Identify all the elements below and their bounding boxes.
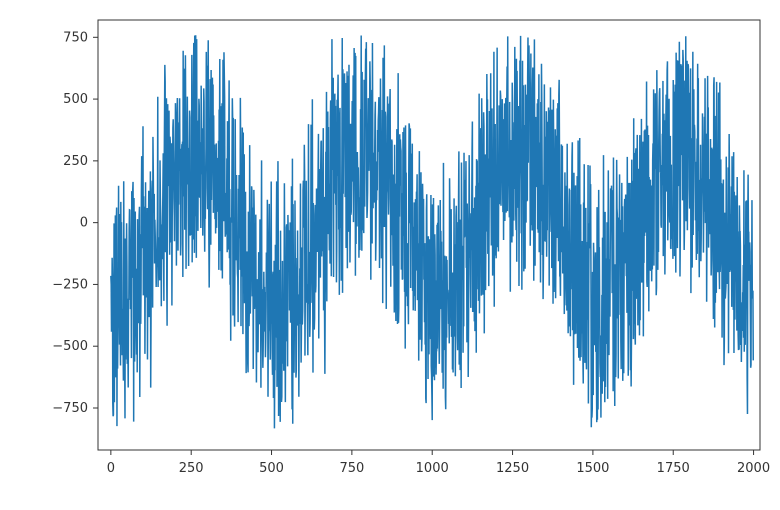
y-tick-label: 750 <box>63 30 88 45</box>
x-tick-label: 500 <box>259 461 284 476</box>
y-tick-label: −250 <box>52 277 88 292</box>
y-tick-label: 250 <box>63 154 88 169</box>
x-tick-label: 0 <box>107 461 115 476</box>
y-tick-label: −750 <box>52 401 88 416</box>
chart-container: 0 250 500 750 1000 1250 1500 1750 2000 −750 −500 −2… <box>0 0 780 510</box>
y-tick-label: 500 <box>63 92 88 107</box>
x-tick-label: 750 <box>339 461 364 476</box>
x-tick-label: 1000 <box>416 461 449 476</box>
x-tick-label: 1250 <box>496 461 529 476</box>
x-tick-label: 1500 <box>576 461 609 476</box>
x-tick-label: 2000 <box>737 461 770 476</box>
x-tick-label: 1750 <box>657 461 690 476</box>
y-tick-label: −500 <box>52 339 88 354</box>
line-chart: 0 250 500 750 1000 1250 1500 1750 2000 −750 −500 −2… <box>0 0 780 510</box>
x-tick-label: 250 <box>179 461 204 476</box>
y-tick-label: 0 <box>80 216 88 231</box>
